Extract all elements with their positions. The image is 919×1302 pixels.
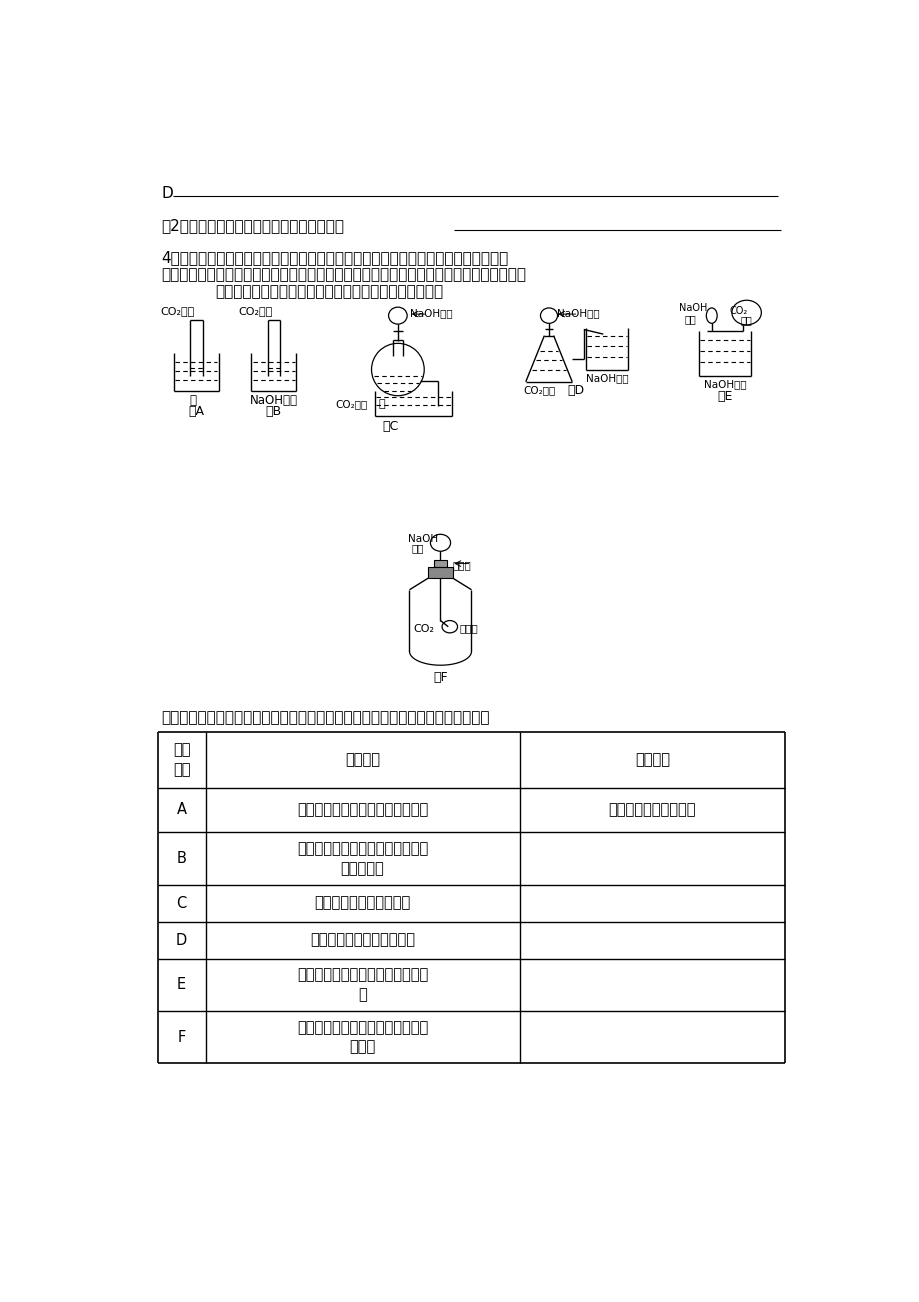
Text: 实验现象: 实验现象	[634, 753, 669, 767]
Text: 4、常温常压下１体积水约溶解１体积二氧化碳气体，氢氧化钠溶液与二氧化碳反应时: 4、常温常压下１体积水约溶解１体积二氧化碳气体，氢氧化钠溶液与二氧化碳反应时	[162, 250, 508, 266]
Text: 将充满二氧化碳的试管倒扣在水中: 将充满二氧化碳的试管倒扣在水中	[297, 802, 427, 818]
Text: 将氢氧化钓溶液滴入烧瓶: 将氢氧化钓溶液滴入烧瓶	[314, 896, 410, 910]
Text: 图D: 图D	[567, 384, 584, 397]
Text: ⑴请根据上图实验装置和下表的操作方法，将可能观察到的实验现象填入下表中：: ⑴请根据上图实验装置和下表的操作方法，将可能观察到的实验现象填入下表中：	[162, 711, 490, 725]
Text: 水: 水	[378, 398, 385, 409]
Text: 过观察现象来间接证明二氧化碳与氢氧化钠发生了反应。: 过观察现象来间接证明二氧化碳与氢氧化钠发生了反应。	[216, 284, 443, 299]
Text: NaOH溶液: NaOH溶液	[410, 309, 452, 318]
Text: 图F: 图F	[433, 671, 448, 684]
Text: 将胶头滴管中氢氧化钓溶液挤入烧
瓶: 将胶头滴管中氢氧化钓溶液挤入烧 瓶	[297, 967, 427, 1003]
Text: C: C	[176, 896, 187, 910]
Text: 图E: 图E	[717, 389, 732, 402]
Text: 装置: 装置	[173, 763, 190, 777]
Text: NaOH溶液: NaOH溶液	[585, 374, 628, 383]
Text: CO₂气体: CO₂气体	[161, 306, 195, 316]
Text: 将充满二氧化碳的试管倒扣在氢氧
化钓溶液中: 将充满二氧化碳的试管倒扣在氢氧 化钓溶液中	[297, 841, 427, 876]
Text: 将分液漏斗中氢氧化钓溶液注入集
气瓶中: 将分液漏斗中氢氧化钓溶液注入集 气瓶中	[297, 1019, 427, 1055]
Text: 溶液: 溶液	[411, 543, 423, 553]
Text: 水: 水	[188, 395, 196, 408]
Text: 将氢氧化钓溶液滴入锥形瓶: 将氢氧化钓溶液滴入锥形瓶	[310, 932, 414, 948]
Text: 图C: 图C	[381, 419, 398, 432]
Text: NaOH: NaOH	[407, 534, 437, 543]
Text: 试管内的液面略有上升: 试管内的液面略有上升	[608, 802, 696, 818]
Bar	[434, 560, 447, 568]
Text: 气体: 气体	[740, 315, 752, 326]
Text: CO₂气体: CO₂气体	[238, 306, 272, 316]
Text: CO₂气体: CO₂气体	[335, 400, 368, 410]
Text: 操作方法: 操作方法	[345, 753, 380, 767]
Text: 没有明显的现象变化。某研究小组设计了下列实验装置（所有装置的气密性良好），试图通: 没有明显的现象变化。某研究小组设计了下列实验装置（所有装置的气密性良好），试图通	[162, 267, 526, 283]
Text: B: B	[176, 852, 187, 866]
Text: D: D	[176, 932, 187, 948]
Text: NaOH溶液: NaOH溶液	[703, 379, 745, 389]
Text: CO₂: CO₂	[413, 625, 434, 634]
Text: 所选: 所选	[173, 742, 190, 758]
Text: CO₂气体: CO₂气体	[523, 385, 555, 395]
Bar	[427, 568, 452, 578]
Text: CO₂: CO₂	[729, 306, 747, 316]
Text: E: E	[176, 978, 186, 992]
Text: 小气球: 小气球	[459, 624, 477, 634]
Text: D: D	[162, 185, 173, 201]
Text: NaOH溶液: NaOH溶液	[556, 309, 598, 318]
Text: NaOH: NaOH	[678, 302, 707, 312]
Text: A: A	[176, 802, 187, 818]
Text: 图B: 图B	[266, 405, 281, 418]
Text: 溶液: 溶液	[684, 314, 696, 324]
Text: F: F	[177, 1030, 186, 1044]
Text: 图A: 图A	[188, 405, 204, 418]
Text: NaOH溶液: NaOH溶液	[250, 395, 298, 408]
Text: 玻璃管: 玻璃管	[452, 560, 471, 570]
Text: （2）上述四种实验设计所依据的共同原理是: （2）上述四种实验设计所依据的共同原理是	[162, 217, 344, 233]
